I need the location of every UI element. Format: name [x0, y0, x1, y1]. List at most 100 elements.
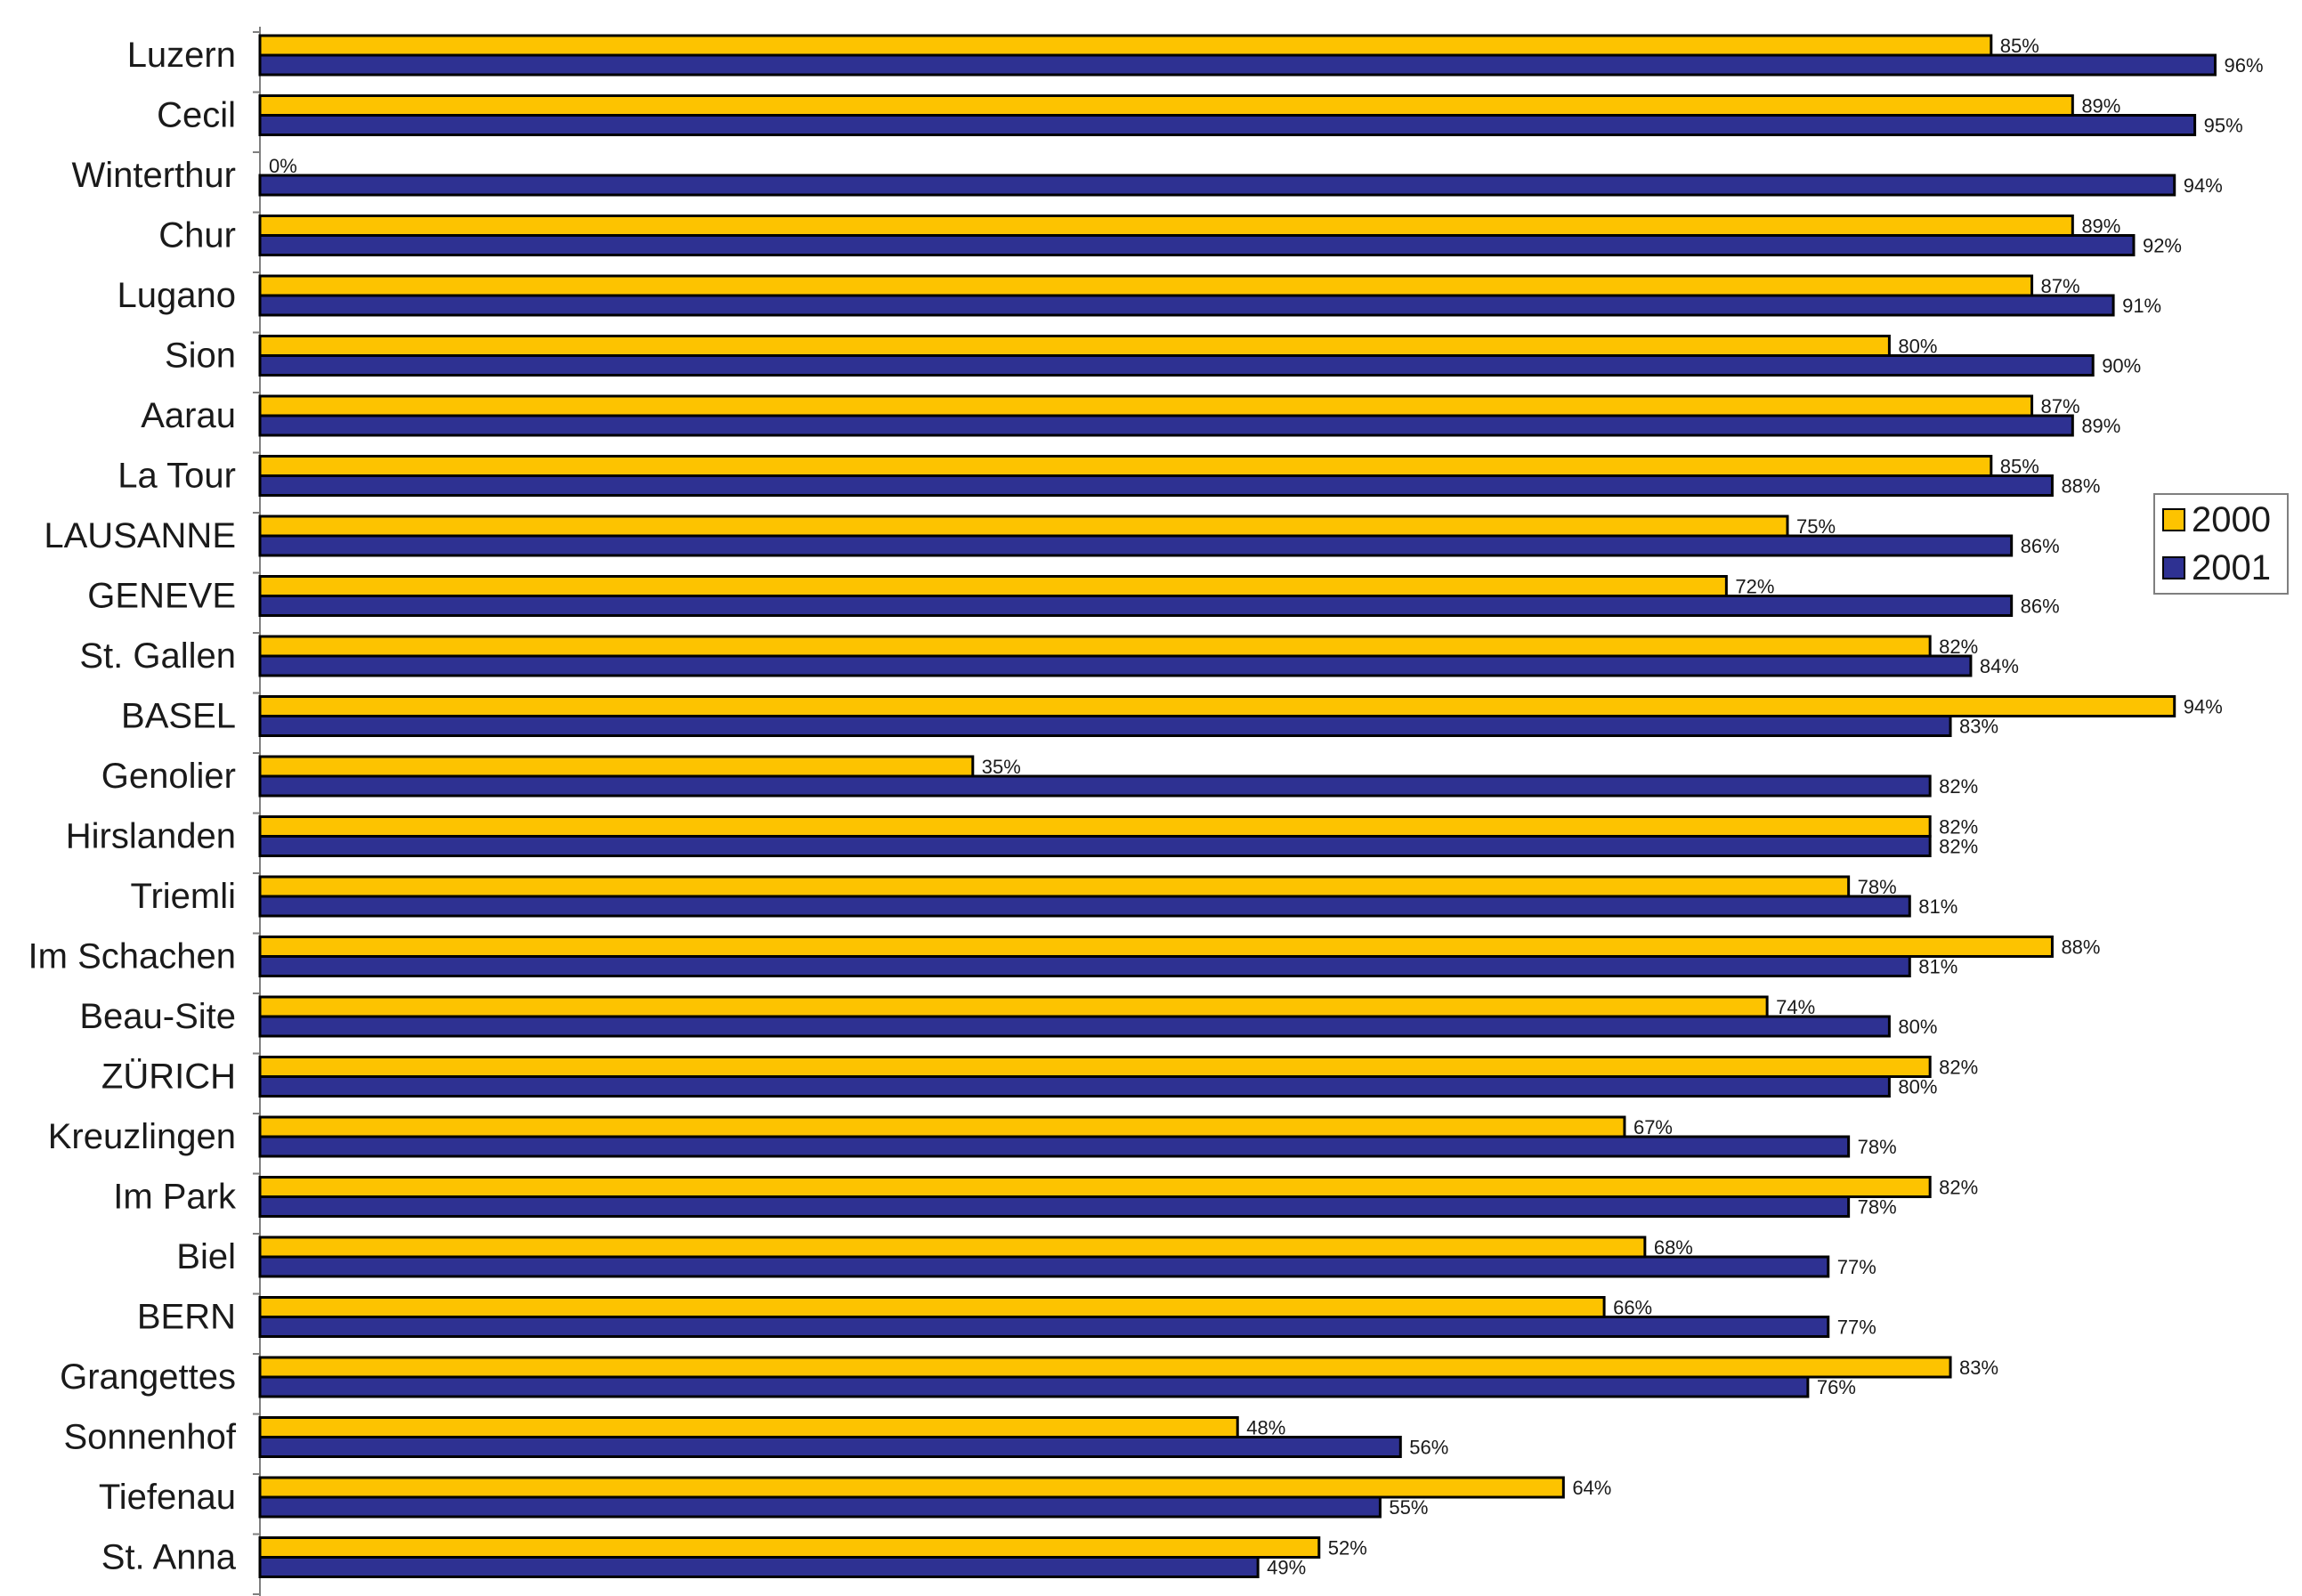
category-label: Genolier: [101, 757, 236, 796]
bar-2000: [258, 755, 975, 778]
category-label: Sion: [165, 336, 236, 376]
category-label: St. Gallen: [79, 636, 236, 676]
category-label: La Tour: [118, 457, 236, 496]
data-label-2001: 84%: [1980, 655, 2019, 677]
bar-2000: [258, 274, 2034, 297]
bar-2000: [258, 34, 1993, 57]
bar-2001: [258, 1255, 1830, 1278]
bar-2001: [258, 1375, 1810, 1398]
bar-2001: [258, 294, 2115, 317]
category-label: Winterthur: [72, 156, 237, 195]
bar-2001: [258, 354, 2095, 377]
bar-2000: [258, 995, 1769, 1018]
bar-2001: [258, 774, 1932, 798]
bar-2000: [258, 455, 1993, 477]
bar-2000: [258, 635, 1932, 658]
data-label-2001: 82%: [1939, 836, 1978, 858]
data-label-2000: 48%: [1246, 1417, 1285, 1439]
category-label: Im Park: [113, 1178, 237, 1217]
data-label-2001: 81%: [1918, 956, 1958, 978]
data-label-2000: 72%: [1735, 576, 1774, 598]
data-label-2001: 82%: [1939, 775, 1978, 798]
bar-2000: [258, 1476, 1565, 1499]
category-label: Grangettes: [60, 1357, 236, 1397]
data-label-2001: 94%: [2184, 174, 2223, 197]
category-label: Kreuzlingen: [48, 1117, 236, 1156]
bar-2001: [258, 234, 2136, 256]
bar-2001: [258, 1556, 1260, 1578]
data-label-2001: 78%: [1858, 1136, 1897, 1158]
bar-2000: [258, 1176, 1932, 1198]
category-label: GENEVE: [87, 577, 236, 616]
bar-2001: [258, 1316, 1830, 1338]
bar-2000: [258, 815, 1932, 838]
data-label-2001: 77%: [1837, 1316, 1876, 1339]
bar-2000: [258, 394, 2034, 417]
data-label-2000: 35%: [982, 756, 1021, 778]
data-label-2000: 82%: [1939, 636, 1978, 658]
data-label-2001: 83%: [1959, 716, 1998, 738]
bars: [258, 34, 2217, 1578]
category-label: Lugano: [118, 276, 236, 315]
bar-2000: [258, 335, 1891, 357]
bar-2000: [258, 1416, 1239, 1438]
data-label-2000: 88%: [2061, 936, 2100, 959]
bar-2001: [258, 114, 2197, 136]
category-label: Chur: [158, 216, 236, 255]
bar-2001: [258, 835, 1932, 857]
data-label-2000: 87%: [2041, 275, 2080, 297]
legend: 2000 2001: [2153, 493, 2289, 595]
data-label-2000: 85%: [2000, 35, 2039, 57]
bar-2001: [258, 895, 1911, 918]
data-label-2001: 92%: [2143, 235, 2182, 257]
bar-2000: [258, 1115, 1626, 1138]
category-label: Biel: [176, 1237, 236, 1276]
data-label-2001: 86%: [2021, 595, 2060, 618]
bar-2000: [258, 575, 1728, 597]
data-label-2000: 52%: [1328, 1537, 1367, 1560]
data-label-2001: 95%: [2204, 115, 2243, 137]
bar-2000: [258, 695, 2176, 717]
category-label: Luzern: [127, 36, 236, 75]
bar-2001: [258, 595, 2014, 617]
bar-2001: [258, 1075, 1891, 1098]
data-label-2001: 55%: [1389, 1496, 1428, 1519]
bar-2001: [258, 53, 2217, 77]
labels: Luzern 85% 96% Cecil 89% 95% Winterthur 0% 94% Ch…: [28, 35, 2264, 1579]
data-label-2001: 91%: [2122, 295, 2161, 317]
legend-swatch-2001: [2162, 556, 2185, 579]
category-label: BERN: [137, 1298, 236, 1337]
bar-2000: [258, 215, 2074, 237]
bar-2000: [258, 1235, 1647, 1259]
data-label-2000: 89%: [2081, 95, 2120, 117]
data-label-2000: 94%: [2184, 696, 2223, 718]
bar-2001: [258, 534, 2014, 557]
legend-label-2001: 2001: [2192, 548, 2271, 587]
category-label: Beau-Site: [79, 997, 236, 1036]
data-label-2000: 78%: [1858, 876, 1897, 898]
data-label-2001: 80%: [1898, 1016, 1937, 1038]
category-label: LAUSANNE: [44, 516, 236, 555]
bar-2001: [258, 1195, 1851, 1218]
data-label-2000: 82%: [1939, 1057, 1978, 1079]
bar-2001: [258, 955, 1911, 977]
bar-2000: [258, 94, 2074, 117]
data-label-2001: 76%: [1817, 1376, 1856, 1398]
bar-2001: [258, 474, 2054, 497]
data-label-2001: 56%: [1409, 1437, 1448, 1459]
data-label-2001: 78%: [1858, 1196, 1897, 1219]
data-label-2000: 89%: [2081, 215, 2120, 238]
data-label-2001: 96%: [2224, 54, 2263, 77]
bar-2000: [258, 1056, 1932, 1078]
data-label-2000: 74%: [1776, 996, 1815, 1018]
bar-2001: [258, 654, 1973, 677]
data-label-2000: 85%: [2000, 456, 2039, 478]
bar-2000: [258, 1296, 1606, 1318]
bar-2001: [258, 1495, 1382, 1519]
category-label: Im Schachen: [28, 937, 236, 976]
category-label: ZÜRICH: [101, 1057, 236, 1097]
bar-2001: [258, 414, 2074, 437]
data-label-2000: 68%: [1654, 1236, 1693, 1259]
bar-2000: [258, 1356, 1952, 1379]
data-label-2001: 90%: [2102, 355, 2141, 377]
